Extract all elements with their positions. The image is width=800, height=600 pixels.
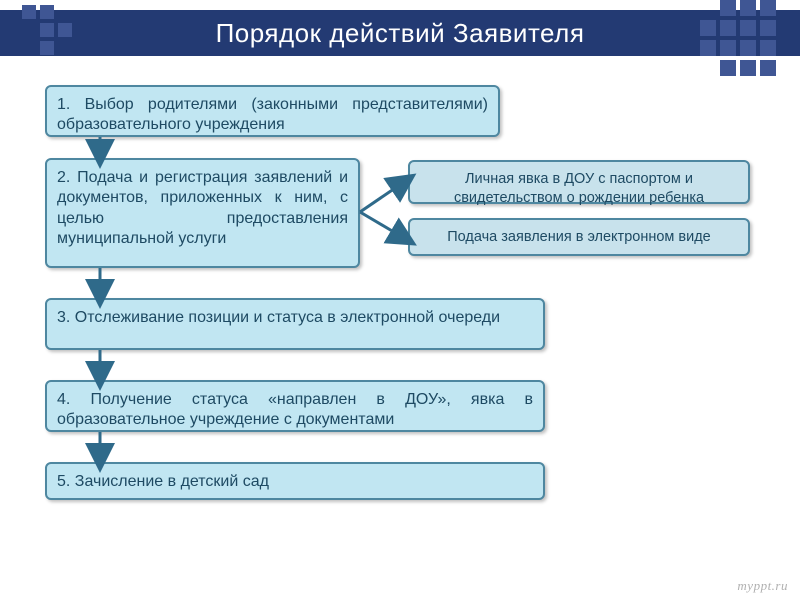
flow-arrows: [0, 0, 800, 600]
footer-watermark: myppt.ru: [737, 578, 788, 594]
